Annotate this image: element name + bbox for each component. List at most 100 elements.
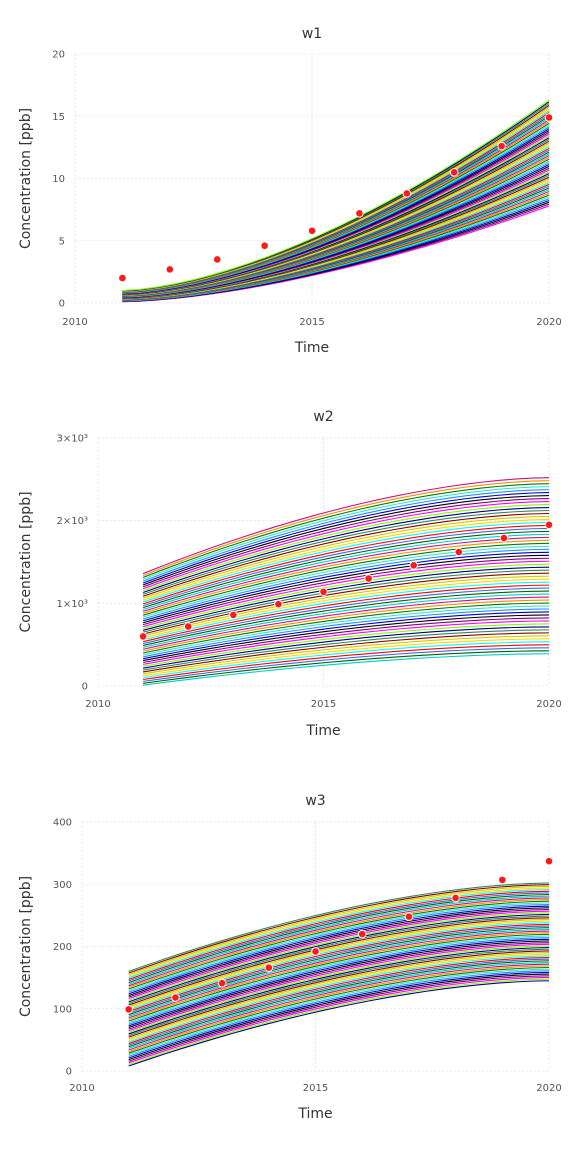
ensemble-series-line [143,644,550,681]
x-tick-label: 2020 [536,317,561,328]
ensemble-series-line [128,925,550,1014]
observed-point [402,189,412,198]
ensemble-series-line [142,509,550,595]
ensemble-series-line [142,545,550,618]
ensemble-series-line [128,917,550,1006]
observed-point [404,912,414,921]
observed-point [497,141,506,151]
ensemble-series-line [142,566,550,631]
ensemble-series-line [142,512,550,597]
ensemble-series-line [143,620,550,665]
observed-point [364,574,373,583]
x-axis-label: Time [305,723,340,739]
observed-point [454,547,464,557]
observed-point [183,622,193,631]
ensemble-series-line [128,923,550,1013]
ensemble-series-line [128,889,550,979]
ensemble-series-line [128,915,550,1004]
ensemble-series-line [142,501,550,590]
ensemble-series-line [143,647,550,682]
ensemble-series-line [143,635,550,675]
ensemble-series-line [128,884,550,974]
ensemble-series-line [128,894,550,984]
ensemble-series-line [142,518,550,601]
ensemble-series-line [128,963,550,1051]
ensemble-series-line [142,498,550,588]
ensemble-series-line [142,530,550,609]
ensemble-series-line [128,920,550,1009]
ensemble-series-line [128,968,550,1056]
ensemble-series-line [143,638,550,677]
ensemble-series-line [128,950,550,1038]
observed-point [229,610,238,620]
ensemble-series-line [128,899,550,988]
ensemble-series-line [128,976,550,1064]
ensemble-series-line [128,908,550,998]
ensemble-series-line [142,495,550,586]
y-tick-label: 2×10³ [57,516,88,527]
y-tick-label: 10 [52,174,65,185]
ensemble-series-line [142,587,550,645]
y-tick-label: 3×10³ [57,434,88,445]
ensemble-series-line [128,952,550,1040]
ensemble-series-line [142,596,550,650]
chart-title: w3 [305,793,325,809]
ensemble-series-line [128,912,550,1001]
x-tick-label: 2015 [299,317,324,328]
chart-title: w2 [313,409,333,425]
x-tick-label: 2010 [85,699,110,710]
ensemble-series-line [128,937,550,1025]
y-tick-label: 20 [52,50,65,61]
ensemble-series-line [128,918,550,1008]
ensemble-series-line [143,626,550,669]
ensemble-series-line [128,903,550,993]
ensemble-series-line [142,560,550,628]
ensemble-series-line [142,575,550,637]
x-tick-label: 2015 [311,699,336,710]
ensemble-series-line [142,515,550,599]
x-tick-label: 2010 [69,1083,94,1094]
ensemble-series-line [142,563,550,629]
ensemble-series-line [122,99,550,292]
observed-point [544,113,554,122]
y-tick-label: 200 [53,942,72,953]
x-tick-label: 2010 [62,317,87,328]
y-axis-label: Concentration [ppb] [18,491,34,632]
ensemble-series-line [142,551,550,622]
ensemble-series-line [128,930,550,1019]
ensemble-series-line [142,489,550,582]
ensemble-series-line [128,955,550,1043]
y-axis-label: Concentration [ppb] [18,876,34,1017]
y-tick-label: 1×10³ [57,599,88,610]
observed-point [498,875,507,885]
chart-panel-w1: w1 0 5 10 15 20 2010 2015 2020 Time Concentration … [18,26,562,356]
ensemble-series-line [128,900,550,990]
ensemble-series-line [128,927,550,1016]
ensemble-series-line [128,887,550,977]
ensemble-series-line [128,978,550,1065]
ensemble-series-line [128,902,550,992]
ensemble-series-line [128,947,550,1035]
ensemble-series-line [128,890,550,980]
observed-point [138,632,148,641]
ensemble-series-line [142,521,550,603]
x-tick-label: 2020 [536,699,561,710]
observed-point [307,226,317,236]
ensemble-series-line [128,980,550,1067]
y-tick-label: 5 [59,236,65,247]
ensemble-series-line [142,608,550,658]
ensemble-series-line [128,897,550,987]
ensemble-series-line [128,966,550,1054]
ensemble-series-line [142,539,550,614]
x-axis-label: Time [297,1106,332,1122]
ensemble-series-line [128,957,550,1045]
observed-point [544,520,554,530]
ensemble-series-line [128,905,550,995]
ensemble-series-line [128,942,550,1030]
ensemble-series-line [128,943,550,1032]
observed-point [451,893,460,903]
ensemble-series-line [143,623,550,667]
ensemble-series-line [128,895,550,985]
observed-point [118,273,127,283]
ensemble-series-line [142,581,550,641]
